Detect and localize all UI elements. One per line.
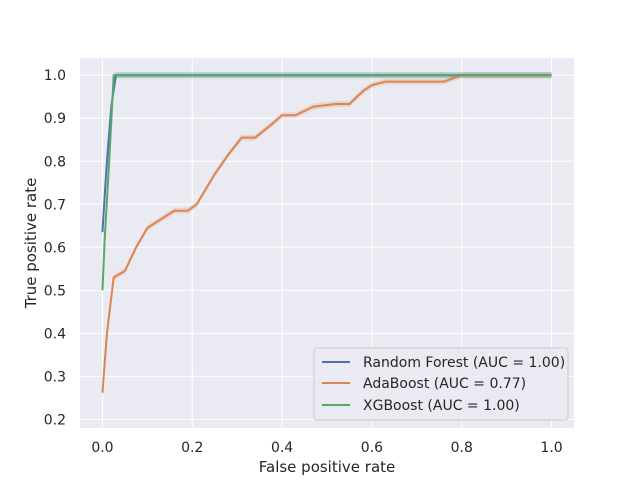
legend-label-adaboost: AdaBoost (AUC = 0.77) [363, 376, 526, 392]
series-line [101, 74, 552, 291]
legend-label-random-forest: Random Forest (AUC = 1.00) [363, 355, 565, 371]
y-tick-label: 0.3 [44, 369, 66, 385]
x-tick-label: 0.0 [91, 440, 113, 456]
y-tick-label: 0.7 [44, 197, 66, 213]
series-lines [101, 74, 552, 393]
x-tick-label: 1.0 [540, 440, 562, 456]
legend: Random Forest (AUC = 1.00) AdaBoost (AUC… [313, 347, 569, 421]
x-tick-label: 0.4 [271, 440, 293, 456]
x-tick-label: 0.2 [181, 440, 203, 456]
series-line [101, 74, 552, 393]
y-tick-label: 0.6 [44, 240, 66, 256]
x-tick-label: 0.8 [451, 440, 473, 456]
x-tick-label: 0.6 [361, 440, 383, 456]
x-axis-ticks: 0.0 0.2 0.4 0.6 0.8 1.0 [91, 440, 562, 456]
legend-box [313, 347, 569, 421]
y-axis-ticks: 0.2 0.3 0.4 0.5 0.6 0.7 0.8 0.9 1.0 [44, 68, 66, 428]
y-tick-label: 0.8 [44, 154, 66, 170]
x-axis-label: False positive rate [259, 458, 396, 476]
y-tick-label: 0.2 [44, 412, 66, 428]
y-tick-label: 0.9 [44, 111, 66, 127]
y-tick-label: 0.5 [44, 283, 66, 299]
y-tick-label: 0.4 [44, 326, 66, 342]
legend-label-xgboost: XGBoost (AUC = 1.00) [363, 398, 520, 414]
y-tick-label: 1.0 [44, 68, 66, 84]
y-axis-label: True positive rate [22, 178, 40, 310]
